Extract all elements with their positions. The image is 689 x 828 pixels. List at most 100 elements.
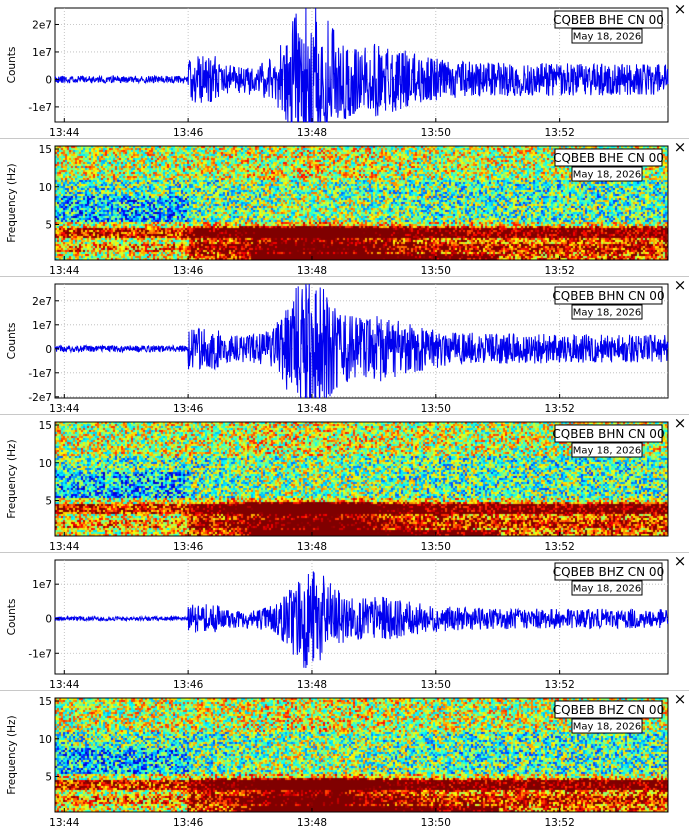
close-button[interactable]: × <box>674 138 687 156</box>
panel-separator <box>0 414 689 415</box>
panel-separator <box>0 690 689 691</box>
station-label: CQBEB BHE CN 00 <box>553 13 664 27</box>
date-label-box <box>571 718 643 734</box>
y-tick-label: -1e7 <box>28 648 52 660</box>
station-label-box <box>554 286 663 305</box>
station-label: CQBEB BHN CN 00 <box>552 427 664 441</box>
x-tick-label: 13:50 <box>421 265 451 277</box>
date-label: May 18, 2026 <box>573 446 641 457</box>
y-axis-label: Frequency (Hz) <box>6 163 18 242</box>
date-label: May 18, 2026 <box>573 308 641 319</box>
y-tick-label: 2e7 <box>32 296 52 308</box>
plot-frame <box>54 145 669 261</box>
x-tick-label: 13:46 <box>173 403 204 415</box>
y-tick-label: 1e7 <box>32 579 52 591</box>
date-label-box <box>571 580 643 596</box>
date-label-box <box>571 28 643 44</box>
close-button[interactable]: × <box>674 276 687 294</box>
y-axis-label: Frequency (Hz) <box>6 439 18 518</box>
x-tick-label: 13:44 <box>49 817 80 828</box>
date-label: May 18, 2026 <box>573 170 641 181</box>
close-button[interactable]: × <box>674 0 687 18</box>
panel-2: 15 10 5 Frequency (Hz) 13:44 13:46 13:48 13:50 1… <box>6 138 686 277</box>
panel-separator <box>0 552 689 553</box>
y-axis-label: Counts <box>6 47 18 84</box>
y-tick-label: 1e7 <box>32 47 52 59</box>
x-tick-label: 13:52 <box>545 679 575 691</box>
close-button[interactable]: × <box>674 414 687 432</box>
x-tick-label: 13:46 <box>173 679 204 691</box>
station-label: CQBEB BHZ CN 00 <box>553 703 664 717</box>
panel-separator <box>0 138 689 139</box>
station-label: CQBEB BHE CN 00 <box>553 151 664 165</box>
station-label-box <box>554 424 663 443</box>
date-label: May 18, 2026 <box>573 722 641 733</box>
station-label-box <box>554 562 663 581</box>
x-tick-label: 13:52 <box>545 127 575 139</box>
x-tick-label: 13:44 <box>49 403 80 415</box>
y-tick-label: 10 <box>39 734 52 746</box>
x-tick-label: 13:50 <box>421 403 451 415</box>
waveform-trace <box>54 571 669 669</box>
x-tick-label: 13:50 <box>421 679 451 691</box>
x-tick-label: 13:46 <box>173 127 204 139</box>
x-tick-label: 13:46 <box>173 265 204 277</box>
x-tick-label: 13:44 <box>49 541 80 553</box>
x-tick-label: 13:48 <box>297 403 327 415</box>
x-tick-label: 13:44 <box>49 679 80 691</box>
y-tick-label: 0 <box>45 74 52 86</box>
x-tick-label: 13:52 <box>545 265 575 277</box>
plot-frame <box>54 697 669 813</box>
y-tick-label: -2e7 <box>28 392 52 404</box>
x-tick-label: 13:50 <box>421 541 451 553</box>
station-label-box <box>554 10 663 29</box>
x-tick-label: 13:48 <box>297 817 327 828</box>
station-label: CQBEB BHZ CN 00 <box>553 565 664 579</box>
y-tick-label: 5 <box>45 496 52 508</box>
y-tick-label: 5 <box>45 772 52 784</box>
station-label-box <box>554 700 663 719</box>
x-tick-label: 13:52 <box>545 541 575 553</box>
y-tick-label: 0 <box>45 344 52 356</box>
x-tick-label: 13:44 <box>49 127 80 139</box>
y-axis-label: Frequency (Hz) <box>6 715 18 794</box>
close-button[interactable]: × <box>674 690 687 708</box>
x-tick-label: 13:48 <box>297 265 327 277</box>
y-tick-label: 5 <box>45 220 52 232</box>
x-tick-label: 13:44 <box>49 265 80 277</box>
x-tick-label: 13:48 <box>297 679 327 691</box>
waveform-trace <box>54 283 669 399</box>
y-tick-label: 15 <box>39 420 52 432</box>
x-tick-label: 13:50 <box>421 817 451 828</box>
date-label-box <box>571 442 643 458</box>
y-tick-label: -1e7 <box>28 368 52 380</box>
panel-4: 15 10 5 Frequency (Hz) 13:44 13:46 13:48 13:50 1… <box>6 414 686 553</box>
station-label-box <box>554 148 663 167</box>
x-tick-label: 13:46 <box>173 817 204 828</box>
panel-6: 15 10 5 Frequency (Hz) 13:44 13:46 13:48 13:50 1… <box>6 690 686 828</box>
y-axis-label: Counts <box>6 323 18 360</box>
x-tick-label: 13:50 <box>421 127 451 139</box>
plot-frame <box>54 421 669 537</box>
date-label-box <box>571 304 643 320</box>
x-tick-label: 13:46 <box>173 541 204 553</box>
y-tick-label: 0 <box>45 614 52 626</box>
x-tick-label: 13:52 <box>545 817 575 828</box>
x-tick-label: 13:52 <box>545 403 575 415</box>
y-tick-label: 1e7 <box>32 320 52 332</box>
y-tick-label: 15 <box>39 144 52 156</box>
panel-separator <box>0 276 689 277</box>
waveform-trace <box>54 7 669 123</box>
y-tick-label: 10 <box>39 458 52 470</box>
date-label: May 18, 2026 <box>573 32 641 43</box>
x-tick-label: 13:48 <box>297 541 327 553</box>
y-tick-label: -1e7 <box>28 102 52 114</box>
date-label-box <box>571 166 643 182</box>
close-button[interactable]: × <box>674 552 687 570</box>
y-tick-label: 10 <box>39 182 52 194</box>
panel-3: 2e7 1e7 0 -1e7 -2e7 Counts 13:44 13:46 13:48 13:5… <box>6 276 686 415</box>
panel-5: 1e7 0 -1e7 Counts 13:44 13:46 13:48 13:50 13:52 C… <box>6 552 686 691</box>
y-tick-label: 15 <box>39 696 52 708</box>
station-label: CQBEB BHN CN 00 <box>552 289 664 303</box>
